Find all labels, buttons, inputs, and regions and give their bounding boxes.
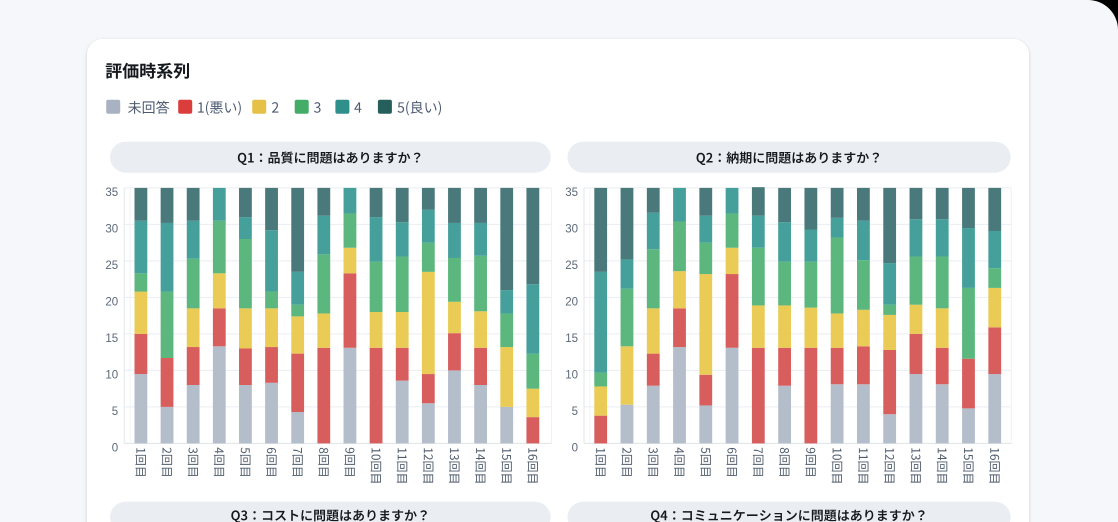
- svg-text:25: 25: [565, 260, 578, 272]
- svg-text:15: 15: [565, 333, 578, 345]
- svg-text:0: 0: [112, 443, 118, 455]
- svg-text:5: 5: [572, 406, 578, 418]
- svg-text:25: 25: [105, 260, 118, 272]
- svg-text:0: 0: [572, 443, 578, 455]
- svg-text:35: 35: [565, 187, 578, 199]
- svg-text:15: 15: [105, 333, 118, 345]
- svg-text:5: 5: [112, 406, 118, 418]
- svg-text:30: 30: [565, 224, 578, 236]
- svg-text:10: 10: [565, 370, 578, 382]
- svg-text:20: 20: [105, 297, 118, 309]
- svg-text:35: 35: [105, 187, 118, 199]
- svg-text:20: 20: [565, 297, 578, 309]
- svg-text:30: 30: [105, 224, 118, 236]
- svg-text:10: 10: [105, 370, 118, 382]
